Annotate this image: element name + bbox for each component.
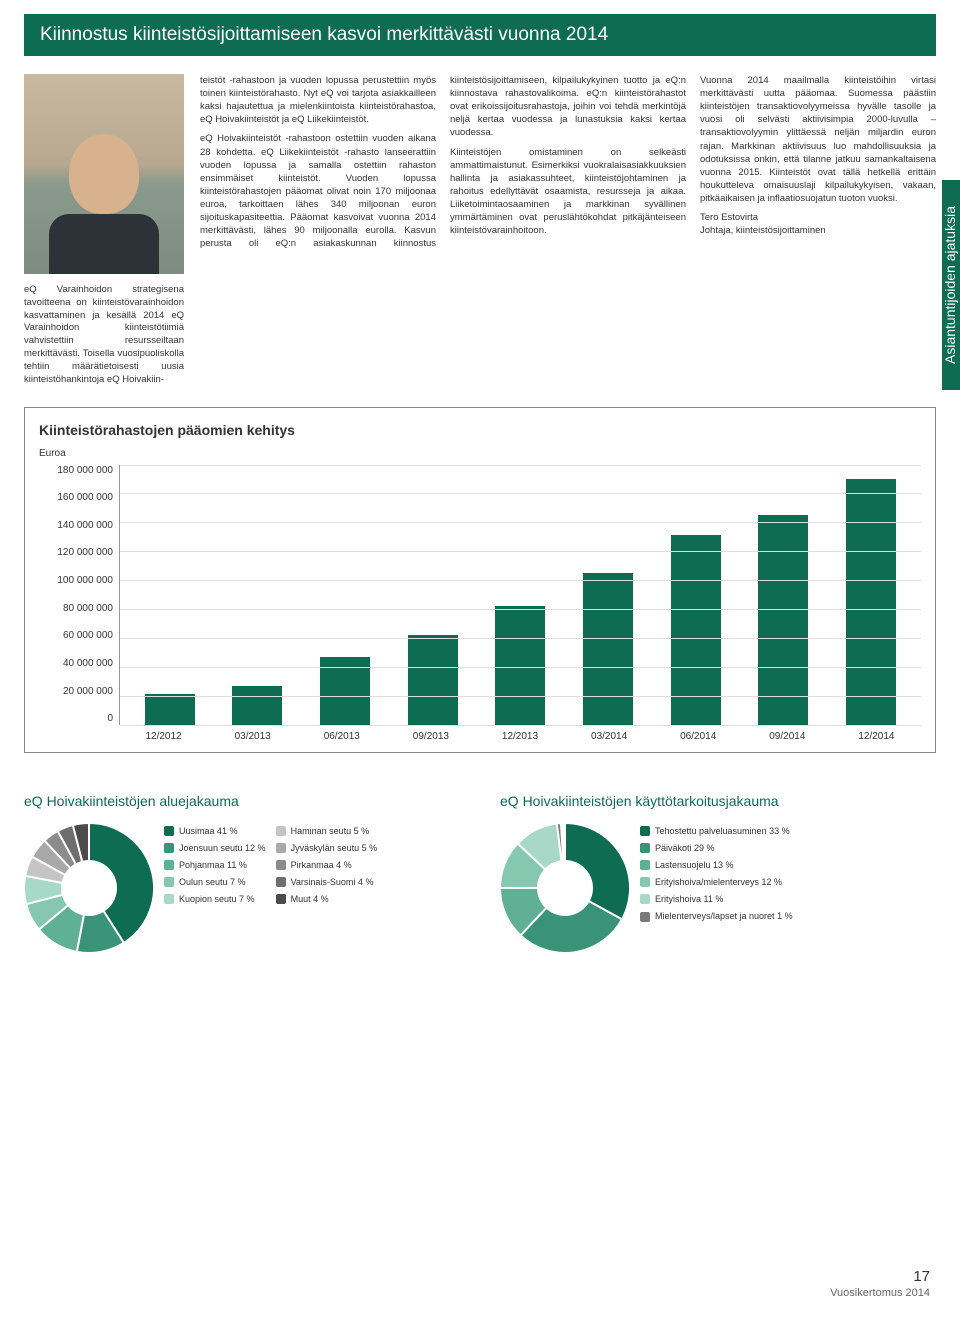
signer-title: Johtaja, kiinteistösijoittaminen xyxy=(700,225,826,236)
legend-item: Oulun seutu 7 % xyxy=(164,874,266,891)
donut-chart xyxy=(500,823,630,953)
chart-x-axis: 12/201203/201306/201309/201312/201303/20… xyxy=(39,731,921,742)
legend-column: Haminan seutu 5 %Jyväskylän seutu 5 %Pir… xyxy=(276,823,378,908)
legend-item: Erityishoiva 11 % xyxy=(640,891,793,908)
page-number: 17 xyxy=(830,1268,930,1285)
page-title: Kiinnostus kiinteistösijoittamiseen kasv… xyxy=(24,14,936,56)
pie2-title: eQ Hoivakiinteistöjen käyttötarkoitusjak… xyxy=(500,793,936,809)
legend-item: Tehostettu palveluasuminen 33 % xyxy=(640,823,793,840)
legend-item: Muut 4 % xyxy=(276,891,378,908)
article-body: eQ Varainhoidon strategisena tavoitteena… xyxy=(24,74,936,387)
legend-item: Mielenterveys/lapset ja nuoret 1 % xyxy=(640,908,793,925)
body-paragraph: teistöt -rahastoon ja vuoden lopussa per… xyxy=(200,74,436,126)
author-photo xyxy=(24,74,184,274)
pie1-title: eQ Hoivakiinteistöjen aluejakauma xyxy=(24,793,460,809)
legend-column: Uusimaa 41 %Joensuun seutu 12 %Pohjanmaa… xyxy=(164,823,266,908)
side-tab: Asiantuntijoiden ajatuksia xyxy=(942,180,960,390)
body-paragraph: Kiinteistöjen omistaminen on selkeästi a… xyxy=(450,146,686,238)
legend-column: Tehostettu palveluasuminen 33 %Päiväkoti… xyxy=(640,823,793,926)
legend-item: Pirkanmaa 4 % xyxy=(276,857,378,874)
legend-item: Päiväkoti 29 % xyxy=(640,840,793,857)
legend-item: Uusimaa 41 % xyxy=(164,823,266,840)
legend-item: Pohjanmaa 11 % xyxy=(164,857,266,874)
legend-item: Kuopion seutu 7 % xyxy=(164,891,266,908)
pie-chart-purpose: eQ Hoivakiinteistöjen käyttötarkoitusjak… xyxy=(500,793,936,953)
chart-title: Kiinteistörahastojen pääomien kehitys xyxy=(39,422,921,438)
legend-item: Haminan seutu 5 % xyxy=(276,823,378,840)
footer-label: Vuosikertomus 2014 xyxy=(830,1287,930,1299)
chart-y-axis: 180 000 000160 000 000140 000 000120 000… xyxy=(39,465,119,725)
signer-name: Tero Estovirta xyxy=(700,212,758,223)
donut-chart xyxy=(24,823,154,953)
legend-item: Jyväskylän seutu 5 % xyxy=(276,840,378,857)
page-footer: 17 Vuosikertomus 2014 xyxy=(830,1268,930,1299)
bar-chart: Kiinteistörahastojen pääomien kehitys Eu… xyxy=(24,407,936,753)
legend-item: Varsinais-Suomi 4 % xyxy=(276,874,378,891)
chart-y-label: Euroa xyxy=(39,448,921,459)
chart-plot xyxy=(119,465,921,725)
legend-item: Erityishoiva/mielenterveys 12 % xyxy=(640,874,793,891)
pie-chart-region: eQ Hoivakiinteistöjen aluejakauma Uusima… xyxy=(24,793,460,953)
body-paragraph: Vuonna 2014 maailmalla kiinteistöihin vi… xyxy=(700,74,936,205)
legend-item: Lastensuojelu 13 % xyxy=(640,857,793,874)
legend-item: Joensuun seutu 12 % xyxy=(164,840,266,857)
photo-caption: eQ Varainhoidon strategisena tavoitteena… xyxy=(24,284,184,387)
